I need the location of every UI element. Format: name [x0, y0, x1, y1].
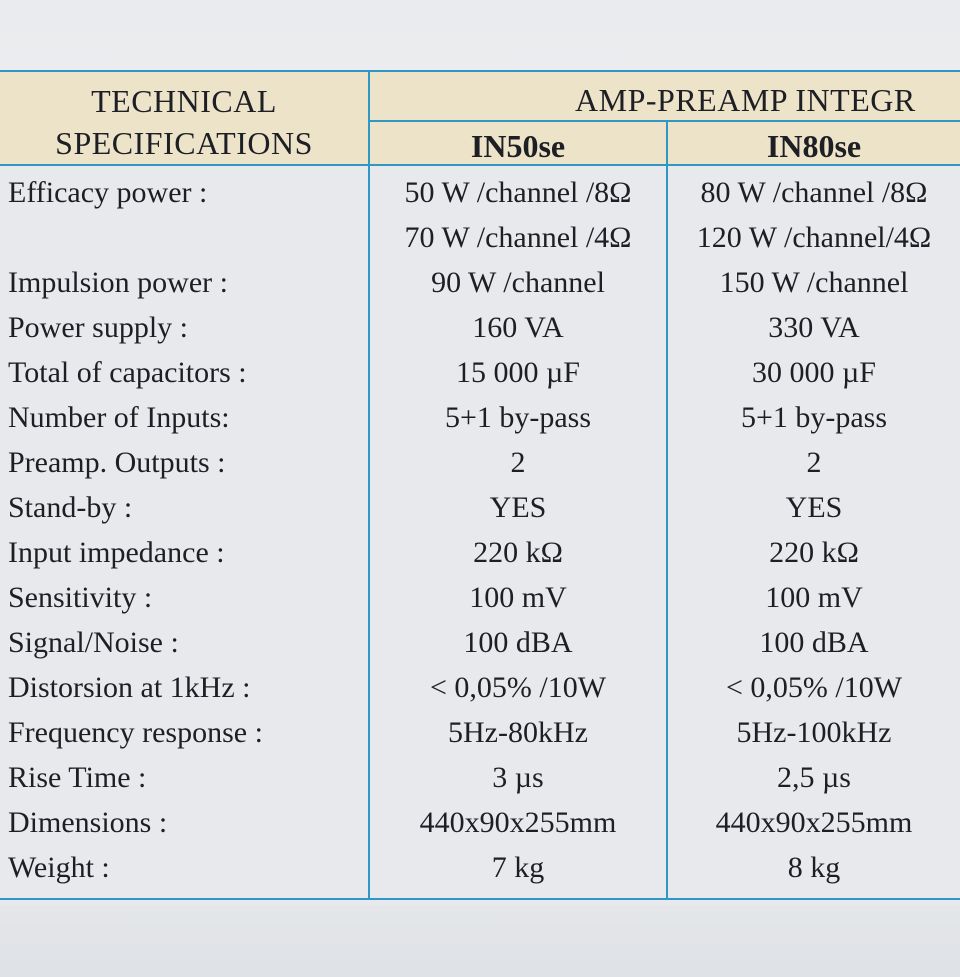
- table-row: Sensitivity : 100 mV 100 mV: [0, 575, 960, 620]
- spec-value-model-1: 100 dBA: [463, 626, 573, 659]
- spec-value-model-1: 50 W /channel /8Ω: [404, 176, 632, 209]
- spec-label: Signal/Noise :: [8, 626, 179, 659]
- bleed-through-text: [0, 0, 960, 70]
- table-row: Preamp. Outputs : 2 2: [0, 440, 960, 485]
- spec-value-model-1: 5Hz-80kHz: [448, 716, 588, 749]
- table-row: Efficacy power : 50 W /channel /8Ω 80 W /c…: [0, 170, 960, 215]
- header-cell-left: [0, 72, 368, 164]
- spec-value-model-2: 5+1 by-pass: [740, 401, 888, 434]
- spec-label: Dimensions :: [8, 806, 168, 839]
- heading-line-2: SPECIFICATIONS: [55, 125, 313, 161]
- spec-value-model-1: 3 µs: [492, 761, 544, 794]
- model-1-title: IN50se: [470, 128, 566, 164]
- spec-label: Total of capacitors :: [8, 356, 247, 389]
- spec-value-model-2: 440x90x255mm: [715, 806, 913, 839]
- table-row: Impulsion power : 90 W /channel 150 W /cha…: [0, 260, 960, 305]
- spec-label: Rise Time :: [8, 761, 147, 794]
- spec-value-model-2: 30 000 µF: [752, 356, 876, 389]
- table-top-rule: [0, 70, 960, 72]
- spec-value-model-2: 220 kΩ: [769, 536, 859, 569]
- column-divider-2: [666, 120, 668, 898]
- spec-value-model-2: YES: [785, 491, 843, 524]
- spec-label: Stand-by :: [8, 491, 133, 524]
- header-cell-model-1: [370, 122, 666, 164]
- header-divider: [370, 120, 960, 122]
- spec-label: Preamp. Outputs :: [8, 446, 226, 479]
- header-cell-model-2: [668, 122, 960, 164]
- table-row: Stand-by : YES YES: [0, 485, 960, 530]
- spec-value-model-2: 8 kg: [787, 851, 841, 884]
- spec-value-model-2: 100 dBA: [759, 626, 869, 659]
- table-row: Power supply : 160 VA 330 VA: [0, 305, 960, 350]
- spec-label: Impulsion power :: [8, 266, 228, 299]
- spec-value-model-1: 160 VA: [472, 311, 564, 344]
- table-row: Dimensions : 440x90x255mm 440x90x255mm: [0, 800, 960, 845]
- spec-value-model-2: 2,5 µs: [777, 761, 851, 794]
- spec-value-model-2: 330 VA: [768, 311, 860, 344]
- spec-label: Power supply :: [8, 311, 188, 344]
- spec-value-model-1: 15 000 µF: [456, 356, 580, 389]
- table-row: 70 W /channel /4Ω 120 W /channel/4Ω: [0, 215, 960, 260]
- spec-value-model-2: 150 W /channel: [719, 266, 909, 299]
- table-row: Weight : 7 kg 8 kg: [0, 845, 960, 890]
- spec-label: Number of Inputs:: [8, 401, 230, 434]
- table-row: Total of capacitors : 15 000 µF 30 000 µF: [0, 350, 960, 395]
- table-heading: TECHNICAL SPECIFICATIONS: [0, 80, 368, 164]
- spec-label: Frequency response :: [8, 716, 263, 749]
- table-row: Input impedance : 220 kΩ 220 kΩ: [0, 530, 960, 575]
- spec-table-background: [0, 70, 960, 900]
- table-row: Frequency response : 5Hz-80kHz 5Hz-100kHz: [0, 710, 960, 755]
- table-bottom-rule: [0, 898, 960, 900]
- spec-value-model-1: 440x90x255mm: [419, 806, 617, 839]
- page-bottom-area: [0, 905, 960, 977]
- header-bottom-rule: [0, 164, 960, 166]
- spec-value-model-2: < 0,05% /10W: [725, 671, 903, 704]
- spec-value-model-1: 5+1 by-pass: [444, 401, 592, 434]
- heading-line-1: TECHNICAL: [91, 83, 277, 119]
- table-row: Signal/Noise : 100 dBA 100 dBA: [0, 620, 960, 665]
- spec-value-model-1: YES: [489, 491, 547, 524]
- table-row: Rise Time : 3 µs 2,5 µs: [0, 755, 960, 800]
- table-row: Number of Inputs: 5+1 by-pass 5+1 by-pass: [0, 395, 960, 440]
- spec-value-model-1: 2: [510, 446, 526, 479]
- spec-value-model-2: 100 mV: [765, 581, 863, 614]
- spec-value-model-1: 220 kΩ: [473, 536, 563, 569]
- spec-value-model-1: 7 kg: [491, 851, 545, 884]
- spec-value-model-1: 70 W /channel /4Ω: [404, 221, 632, 254]
- spec-label: Distorsion at 1kHz :: [8, 671, 251, 704]
- spec-label: Input impedance :: [8, 536, 225, 569]
- spec-label: Sensitivity :: [8, 581, 153, 614]
- spec-value-model-1: 100 mV: [469, 581, 567, 614]
- spec-value-model-1: < 0,05% /10W: [429, 671, 607, 704]
- column-divider-1: [368, 72, 370, 898]
- spec-value-model-1: 90 W /channel: [431, 266, 605, 299]
- spec-label: Efficacy power :: [8, 176, 208, 209]
- spec-value-model-2: 2: [806, 446, 822, 479]
- group-title: AMP-PREAMP INTEGR: [575, 82, 916, 118]
- spec-label: Weight :: [8, 851, 110, 884]
- header-cell-group: [370, 72, 960, 120]
- spec-value-model-2: 120 W /channel/4Ω: [696, 221, 932, 254]
- table-row: Distorsion at 1kHz : < 0,05% /10W < 0,05% …: [0, 665, 960, 710]
- spec-value-model-2: 5Hz-100kHz: [736, 716, 892, 749]
- spec-value-model-2: 80 W /channel /8Ω: [700, 176, 928, 209]
- model-2-title: IN80se: [766, 128, 862, 164]
